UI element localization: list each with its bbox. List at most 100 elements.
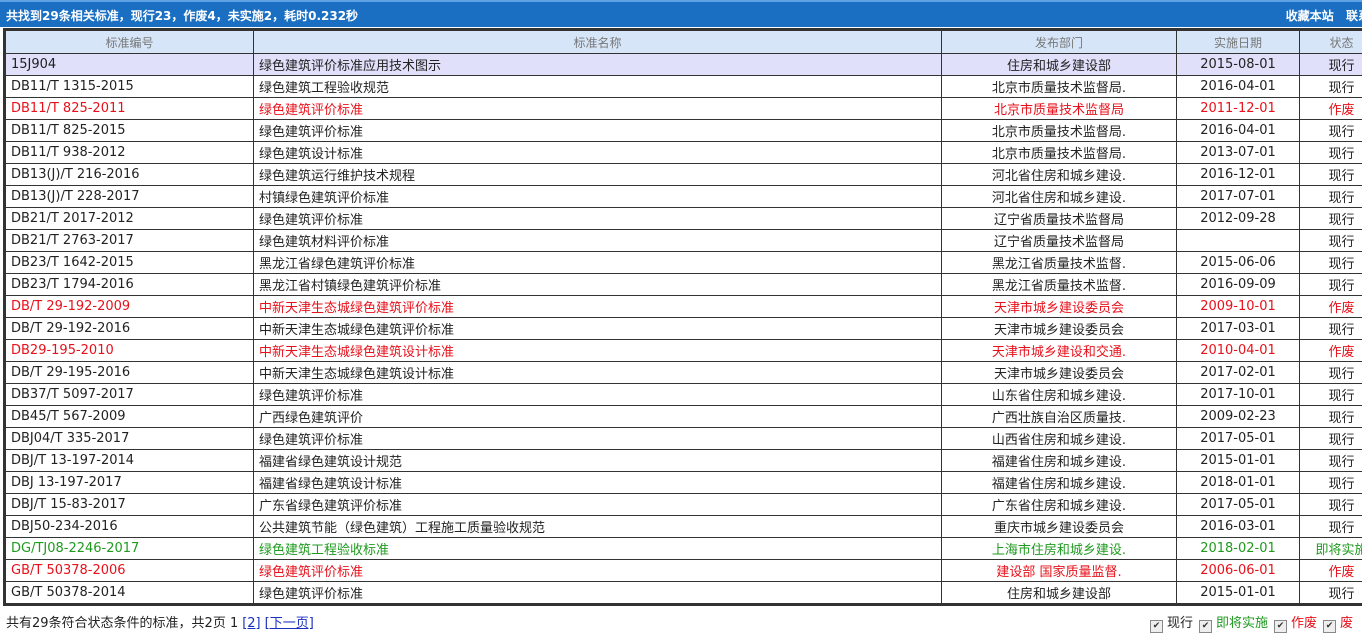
standard-name[interactable]: 中新天津生态城绿色建筑评价标准 bbox=[254, 296, 942, 318]
filter-0[interactable]: ✔现行 bbox=[1150, 616, 1193, 631]
standard-name[interactable]: 中新天津生态城绿色建筑设计标准 bbox=[254, 340, 942, 362]
effective-date: 2006-06-01 bbox=[1177, 560, 1300, 582]
standard-code[interactable]: DB37/T 5097-2017 bbox=[6, 384, 254, 406]
standard-name[interactable]: 广西绿色建筑评价 bbox=[254, 406, 942, 428]
standard-code[interactable]: DB11/T 938-2012 bbox=[6, 142, 254, 164]
effective-date: 2012-09-28 bbox=[1177, 208, 1300, 230]
standard-name[interactable]: 绿色建筑材料评价标准 bbox=[254, 230, 942, 252]
standard-name[interactable]: 村镇绿色建筑评价标准 bbox=[254, 186, 942, 208]
standard-name[interactable]: 福建省绿色建筑设计标准 bbox=[254, 472, 942, 494]
page-2-link[interactable]: [2] bbox=[242, 616, 260, 631]
standard-name[interactable]: 绿色建筑工程验收标准 bbox=[254, 538, 942, 560]
standard-code[interactable]: DB23/T 1642-2015 bbox=[6, 252, 254, 274]
standard-name[interactable]: 公共建筑节能（绿色建筑）工程施工质量验收规范 bbox=[254, 516, 942, 538]
checkbox-icon[interactable]: ✔ bbox=[1274, 620, 1287, 633]
standard-code[interactable]: DB23/T 1794-2016 bbox=[6, 274, 254, 296]
standard-name[interactable]: 绿色建筑评价标准 bbox=[254, 384, 942, 406]
status: 即将实施 bbox=[1300, 538, 1362, 560]
standard-name[interactable]: 广东省绿色建筑评价标准 bbox=[254, 494, 942, 516]
standard-name[interactable]: 绿色建筑评价标准 bbox=[254, 560, 942, 582]
standard-name[interactable]: 绿色建筑运行维护技术规程 bbox=[254, 164, 942, 186]
contact-link[interactable]: 联系客 bbox=[1346, 9, 1362, 23]
bookmark-link[interactable]: 收藏本站 bbox=[1286, 9, 1334, 23]
standard-code[interactable]: DB21/T 2763-2017 bbox=[6, 230, 254, 252]
standard-code[interactable]: DB13(J)/T 216-2016 bbox=[6, 164, 254, 186]
filter-2[interactable]: ✔作废 bbox=[1274, 616, 1317, 631]
checkbox-icon[interactable]: ✔ bbox=[1323, 620, 1336, 633]
standard-name[interactable]: 福建省绿色建筑设计规范 bbox=[254, 450, 942, 472]
standard-code[interactable]: DBJ04/T 335-2017 bbox=[6, 428, 254, 450]
standard-code[interactable]: DBJ50-234-2016 bbox=[6, 516, 254, 538]
publisher: 黑龙江省质量技术监督. bbox=[942, 274, 1177, 296]
filter-3[interactable]: ✔废 bbox=[1323, 616, 1353, 631]
standard-code[interactable]: DBJ/T 15-83-2017 bbox=[6, 494, 254, 516]
next-page-link[interactable]: [下一页] bbox=[265, 616, 314, 631]
checkbox-icon[interactable]: ✔ bbox=[1199, 620, 1212, 633]
standard-code[interactable]: DB13(J)/T 228-2017 bbox=[6, 186, 254, 208]
standard-name[interactable]: 绿色建筑评价标准应用技术图示 bbox=[254, 54, 942, 76]
standard-code[interactable]: DB/T 29-195-2016 bbox=[6, 362, 254, 384]
standard-name[interactable]: 绿色建筑评价标准 bbox=[254, 98, 942, 120]
standard-code[interactable]: DB/T 29-192-2009 bbox=[6, 296, 254, 318]
standard-code[interactable]: DB/T 29-192-2016 bbox=[6, 318, 254, 340]
standard-code[interactable]: DB11/T 825-2015 bbox=[6, 120, 254, 142]
standard-code[interactable]: 15J904 bbox=[6, 54, 254, 76]
standard-name[interactable]: 绿色建筑设计标准 bbox=[254, 142, 942, 164]
status: 现行 bbox=[1300, 384, 1362, 406]
standard-name[interactable]: 中新天津生态城绿色建筑设计标准 bbox=[254, 362, 942, 384]
col-code: 标准编号 bbox=[6, 31, 254, 54]
standard-name[interactable]: 绿色建筑评价标准 bbox=[254, 428, 942, 450]
standard-code[interactable]: DB11/T 1315-2015 bbox=[6, 76, 254, 98]
checkbox-icon[interactable]: ✔ bbox=[1150, 620, 1163, 633]
status: 现行 bbox=[1300, 54, 1362, 76]
publisher: 天津市城乡建设委员会 bbox=[942, 362, 1177, 384]
standard-code[interactable]: DB11/T 825-2011 bbox=[6, 98, 254, 120]
standard-name[interactable]: 黑龙江省绿色建筑评价标准 bbox=[254, 252, 942, 274]
publisher: 重庆市城乡建设委员会 bbox=[942, 516, 1177, 538]
status: 作废 bbox=[1300, 340, 1362, 362]
standard-code[interactable]: DBJ 13-197-2017 bbox=[6, 472, 254, 494]
standard-code[interactable]: DB45/T 567-2009 bbox=[6, 406, 254, 428]
standard-name[interactable]: 绿色建筑评价标准 bbox=[254, 582, 942, 604]
standard-code[interactable]: GB/T 50378-2014 bbox=[6, 582, 254, 604]
standard-name[interactable]: 黑龙江省村镇绿色建筑评价标准 bbox=[254, 274, 942, 296]
standard-name[interactable]: 绿色建筑评价标准 bbox=[254, 208, 942, 230]
standard-code[interactable]: DB29-195-2010 bbox=[6, 340, 254, 362]
standard-code[interactable]: GB/T 50378-2006 bbox=[6, 560, 254, 582]
standard-code[interactable]: DB21/T 2017-2012 bbox=[6, 208, 254, 230]
standard-name[interactable]: 绿色建筑评价标准 bbox=[254, 120, 942, 142]
standard-name[interactable]: 绿色建筑工程验收规范 bbox=[254, 76, 942, 98]
effective-date: 2016-09-09 bbox=[1177, 274, 1300, 296]
filter-1[interactable]: ✔即将实施 bbox=[1199, 616, 1268, 631]
standard-code[interactable]: DBJ/T 13-197-2014 bbox=[6, 450, 254, 472]
standard-name[interactable]: 中新天津生态城绿色建筑评价标准 bbox=[254, 318, 942, 340]
publisher: 天津市城乡建设委员会 bbox=[942, 296, 1177, 318]
effective-date: 2009-10-01 bbox=[1177, 296, 1300, 318]
standard-code[interactable]: DG/TJ08-2246-2017 bbox=[6, 538, 254, 560]
